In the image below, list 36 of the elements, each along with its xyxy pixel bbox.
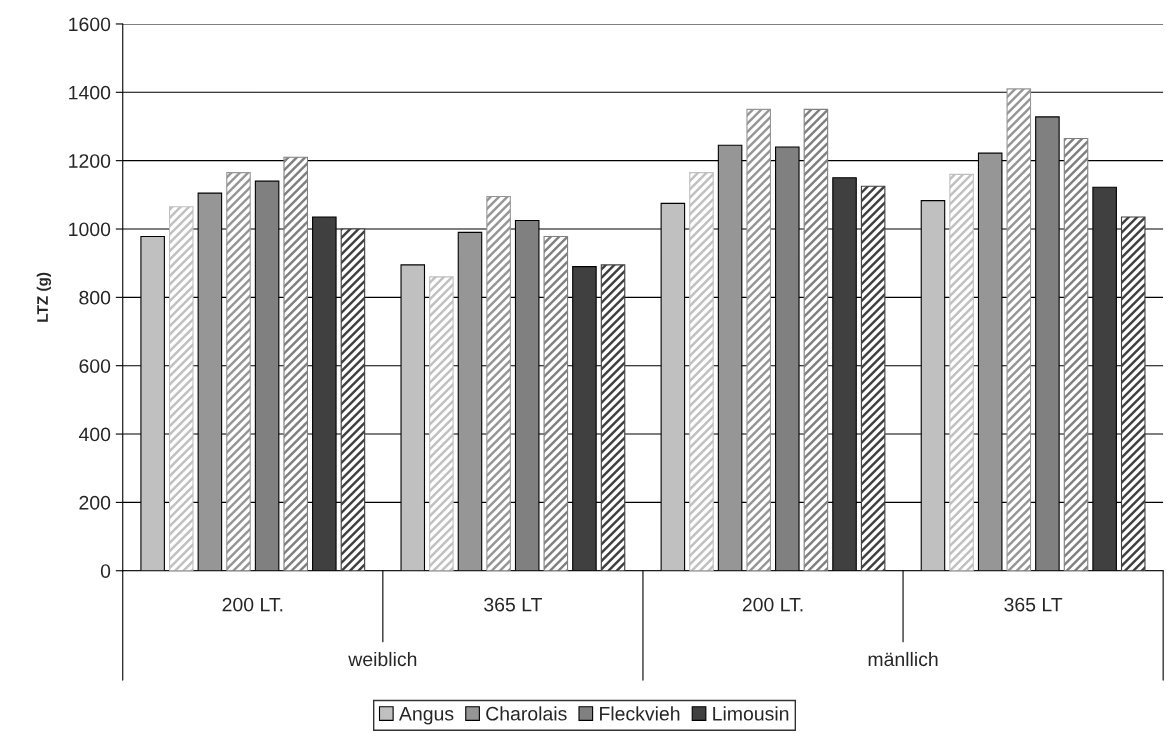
bar bbox=[168, 206, 194, 571]
legend-label: Limousin bbox=[713, 706, 789, 721]
bar bbox=[340, 228, 366, 571]
legend-label: Charolais bbox=[486, 706, 567, 721]
bar bbox=[543, 235, 569, 571]
bar bbox=[486, 195, 511, 571]
x-tick-label: 365 LT bbox=[1004, 597, 1063, 612]
bar bbox=[803, 108, 829, 571]
x-tick-label: 200 LT. bbox=[222, 597, 283, 612]
y-tick-label: 1600 bbox=[69, 17, 111, 32]
y-tick-label: 1400 bbox=[69, 85, 111, 100]
legend-label: Angus bbox=[399, 707, 454, 725]
y-tick-label: 1000 bbox=[69, 222, 111, 237]
bar bbox=[600, 264, 626, 571]
bar bbox=[746, 108, 771, 571]
y-tick-label: 800 bbox=[79, 290, 111, 305]
text: mänllich bbox=[868, 651, 938, 667]
legend-label: Fleckvieh bbox=[600, 706, 680, 721]
bar bbox=[226, 172, 251, 571]
y-tick-label: 0 bbox=[100, 564, 111, 578]
bar bbox=[1120, 216, 1146, 571]
y-axis-title: LTZ (g) bbox=[36, 272, 52, 322]
text: weiblich bbox=[348, 651, 417, 667]
y-tick-label: 200 bbox=[79, 495, 111, 510]
y-tick-label: 600 bbox=[79, 359, 111, 373]
bar bbox=[860, 185, 886, 571]
bar bbox=[1006, 88, 1032, 571]
y-tick-label: 400 bbox=[78, 427, 111, 442]
bar bbox=[429, 276, 454, 571]
y-tick-label: 1200 bbox=[69, 154, 111, 168]
bar bbox=[949, 173, 974, 571]
x-tick-label: 200 LT. bbox=[742, 597, 803, 612]
bar bbox=[283, 156, 308, 571]
bar bbox=[1063, 137, 1089, 571]
x-tick-label: 365 LT bbox=[484, 597, 543, 612]
bar bbox=[689, 172, 714, 571]
